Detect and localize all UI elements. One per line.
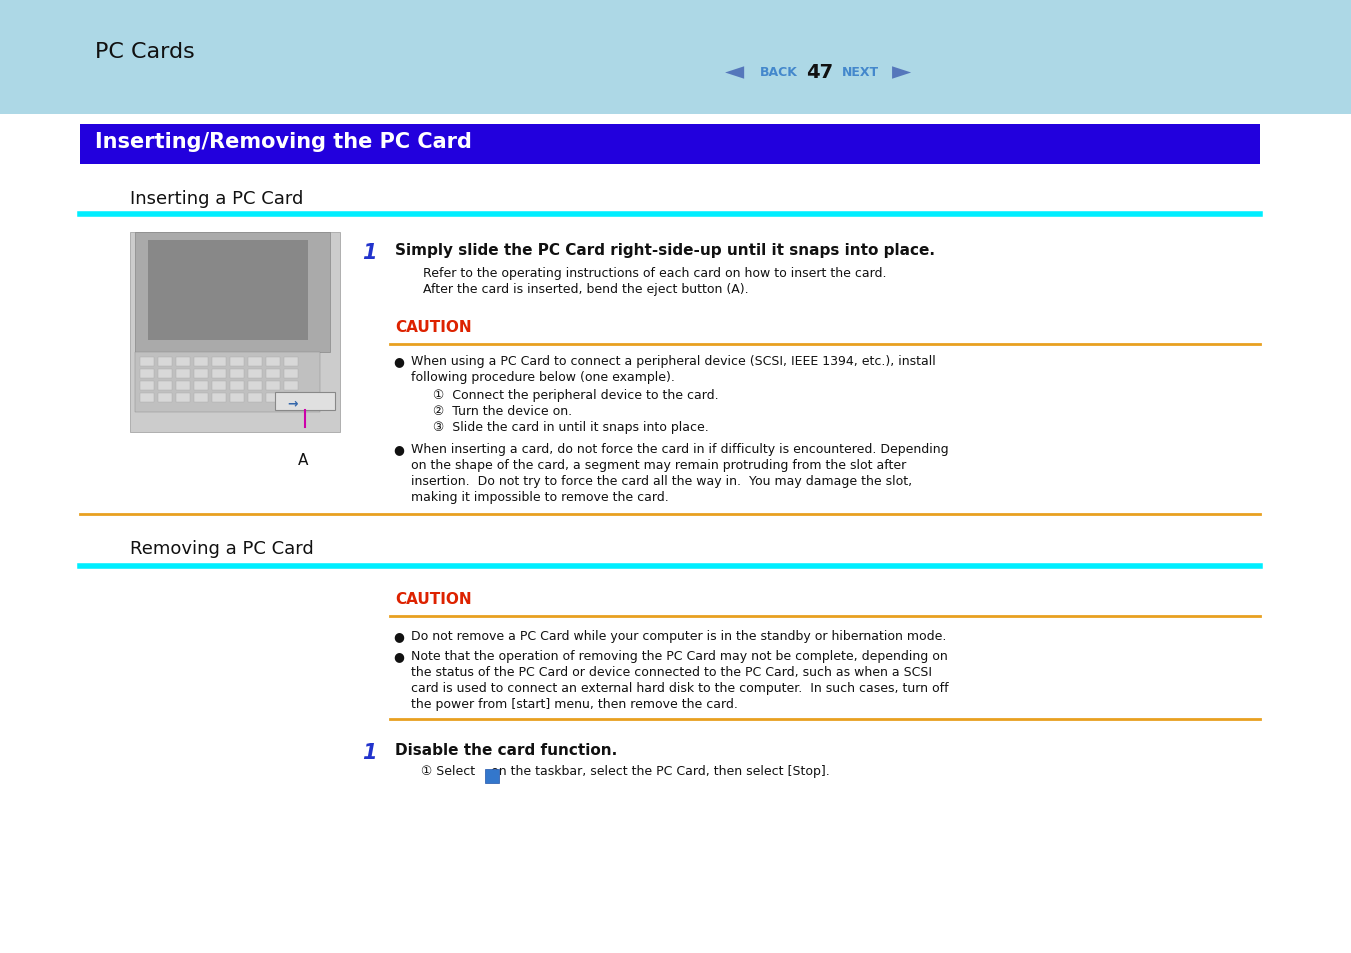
Bar bbox=[212, 394, 226, 402]
Text: Simply slide the PC Card right-side-up until it snaps into place.: Simply slide the PC Card right-side-up u… bbox=[394, 243, 935, 257]
Bar bbox=[249, 394, 262, 402]
Text: following procedure below (one example).: following procedure below (one example). bbox=[411, 371, 676, 384]
Bar bbox=[212, 370, 226, 378]
Bar bbox=[230, 357, 245, 367]
Text: ◄: ◄ bbox=[725, 60, 744, 84]
Text: ●: ● bbox=[393, 355, 404, 368]
Bar bbox=[276, 393, 335, 411]
Text: After the card is inserted, bend the eject button (A).: After the card is inserted, bend the eje… bbox=[423, 283, 748, 295]
Text: ●: ● bbox=[393, 649, 404, 662]
Bar bbox=[230, 370, 245, 378]
Bar bbox=[0, 115, 1351, 953]
Bar bbox=[149, 241, 308, 340]
Bar bbox=[158, 357, 172, 367]
Text: the status of the PC Card or device connected to the PC Card, such as when a SCS: the status of the PC Card or device conn… bbox=[411, 665, 932, 679]
Bar bbox=[230, 394, 245, 402]
Bar bbox=[135, 353, 320, 413]
Bar bbox=[266, 370, 280, 378]
Text: Inserting a PC Card: Inserting a PC Card bbox=[130, 190, 304, 208]
Text: When using a PC Card to connect a peripheral device (SCSI, IEEE 1394, etc.), ins: When using a PC Card to connect a periph… bbox=[411, 355, 936, 368]
Text: 1: 1 bbox=[362, 742, 377, 762]
Text: A: A bbox=[297, 453, 308, 468]
Bar bbox=[249, 370, 262, 378]
Bar bbox=[141, 370, 154, 378]
Bar bbox=[249, 381, 262, 391]
Text: ③  Slide the card in until it snaps into place.: ③ Slide the card in until it snaps into … bbox=[434, 420, 709, 434]
Text: ●: ● bbox=[393, 629, 404, 642]
Text: CAUTION: CAUTION bbox=[394, 592, 471, 606]
Text: When inserting a card, do not force the card in if difficulty is encountered. De: When inserting a card, do not force the … bbox=[411, 442, 948, 456]
Text: 47: 47 bbox=[807, 63, 834, 81]
Text: ►: ► bbox=[892, 60, 912, 84]
Bar bbox=[284, 357, 299, 367]
Text: the power from [start] menu, then remove the card.: the power from [start] menu, then remove… bbox=[411, 698, 738, 710]
Bar bbox=[212, 357, 226, 367]
Bar bbox=[0, 0, 1351, 115]
Text: ●: ● bbox=[393, 442, 404, 456]
Text: Inserting/Removing the PC Card: Inserting/Removing the PC Card bbox=[95, 132, 471, 152]
Bar bbox=[176, 394, 190, 402]
Bar bbox=[249, 357, 262, 367]
Bar bbox=[195, 381, 208, 391]
Bar bbox=[195, 394, 208, 402]
Text: ① Select    on the taskbar, select the PC Card, then select [Stop].: ① Select on the taskbar, select the PC C… bbox=[422, 764, 830, 778]
Bar bbox=[130, 233, 340, 433]
Bar bbox=[176, 370, 190, 378]
Bar bbox=[284, 381, 299, 391]
Text: ①  Connect the peripheral device to the card.: ① Connect the peripheral device to the c… bbox=[434, 389, 719, 401]
Text: BACK: BACK bbox=[761, 66, 798, 78]
Bar bbox=[141, 357, 154, 367]
Bar bbox=[158, 394, 172, 402]
Bar bbox=[135, 233, 330, 353]
Bar bbox=[195, 370, 208, 378]
Text: on the shape of the card, a segment may remain protruding from the slot after: on the shape of the card, a segment may … bbox=[411, 458, 907, 472]
Text: Refer to the operating instructions of each card on how to insert the card.: Refer to the operating instructions of e… bbox=[423, 267, 886, 280]
Text: ②  Turn the device on.: ② Turn the device on. bbox=[434, 405, 571, 417]
Bar bbox=[284, 370, 299, 378]
Bar bbox=[176, 357, 190, 367]
Bar bbox=[266, 394, 280, 402]
Text: NEXT: NEXT bbox=[842, 66, 880, 78]
Bar bbox=[284, 394, 299, 402]
Text: PC Cards: PC Cards bbox=[95, 42, 195, 62]
Bar bbox=[141, 381, 154, 391]
Bar bbox=[141, 394, 154, 402]
Bar bbox=[485, 769, 499, 783]
Bar bbox=[212, 381, 226, 391]
Bar bbox=[266, 357, 280, 367]
Bar bbox=[158, 381, 172, 391]
Bar bbox=[80, 125, 1260, 165]
Text: Disable the card function.: Disable the card function. bbox=[394, 742, 617, 758]
Bar bbox=[158, 370, 172, 378]
Bar bbox=[266, 381, 280, 391]
Text: insertion.  Do not try to force the card all the way in.  You may damage the slo: insertion. Do not try to force the card … bbox=[411, 475, 912, 488]
Text: Do not remove a PC Card while your computer is in the standby or hibernation mod: Do not remove a PC Card while your compu… bbox=[411, 629, 946, 642]
Text: →: → bbox=[286, 396, 297, 410]
Bar bbox=[195, 357, 208, 367]
Bar bbox=[176, 381, 190, 391]
Text: 1: 1 bbox=[362, 243, 377, 263]
Bar bbox=[230, 381, 245, 391]
Text: making it impossible to remove the card.: making it impossible to remove the card. bbox=[411, 491, 669, 503]
Text: card is used to connect an external hard disk to the computer.  In such cases, t: card is used to connect an external hard… bbox=[411, 681, 948, 695]
Text: Removing a PC Card: Removing a PC Card bbox=[130, 539, 313, 558]
Text: CAUTION: CAUTION bbox=[394, 319, 471, 335]
Text: Note that the operation of removing the PC Card may not be complete, depending o: Note that the operation of removing the … bbox=[411, 649, 948, 662]
